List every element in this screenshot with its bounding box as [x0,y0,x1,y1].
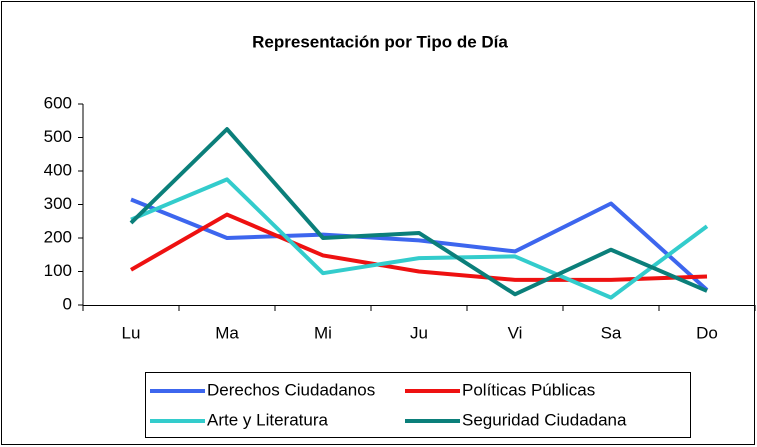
series-line [130,197,709,292]
series-line [130,177,709,300]
chart-title: Representación por Tipo de Día [252,32,508,51]
y-tick-label: 300 [44,194,72,213]
y-tick-label: 600 [44,93,72,112]
x-tick-label: Lu [122,323,141,342]
legend-label: Arte y Literatura [207,410,328,429]
x-tick-label: Sa [601,323,622,342]
series-line [129,127,708,297]
y-tick-label: 200 [44,227,72,246]
legend-label: Políticas Públicas [462,380,595,399]
y-tick-label: 100 [44,261,72,280]
y-tick-label: 400 [44,160,72,179]
legend-label: Derechos Ciudadanos [207,380,375,399]
x-tick-label: Mi [314,323,332,342]
legend-label: Seguridad Ciudadana [462,410,627,429]
y-tick-label: 0 [63,294,72,313]
y-tick-label: 500 [44,127,72,146]
x-tick-label: Vi [508,323,523,342]
x-tick-label: Ju [410,323,428,342]
x-tick-label: Ma [215,323,239,342]
series-line [130,212,708,282]
x-tick-label: Do [696,323,718,342]
legend [145,372,691,438]
